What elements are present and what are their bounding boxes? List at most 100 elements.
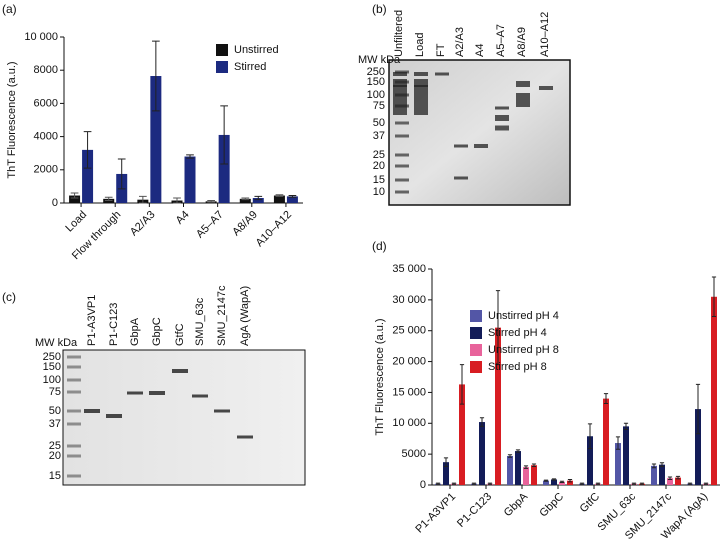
marker-label: 37 [373, 130, 385, 142]
error-bar [507, 454, 513, 458]
error-bar [220, 105, 228, 165]
ladder-band [395, 153, 409, 157]
error-bar [173, 197, 181, 204]
gel-band [454, 144, 468, 148]
legend-swatch [216, 61, 228, 73]
ladder-band [67, 378, 81, 382]
lane-label: SMU_2147c [216, 285, 228, 346]
x-tick-label: A10–A12 [254, 209, 294, 249]
error-bar [695, 383, 701, 435]
legend-swatch [470, 310, 482, 322]
bar [495, 327, 501, 485]
y-tick-label: 2000 [34, 164, 58, 176]
gel-band [495, 125, 509, 131]
lane-label: GbpC [151, 317, 163, 346]
legend-swatch [216, 44, 228, 56]
bar [659, 464, 665, 485]
bar [651, 465, 657, 485]
y-tick-label: 5000 [402, 448, 426, 460]
error-bar [83, 131, 92, 169]
x-tick-label: GtfC [578, 491, 603, 516]
error-bar [567, 478, 573, 483]
marker-label: 20 [373, 160, 385, 172]
error-bar [703, 482, 709, 485]
y-tick-label: 35 000 [392, 263, 426, 275]
gel-band [172, 369, 188, 373]
panel-label: (b) [372, 2, 387, 16]
bar [667, 478, 673, 485]
marker-label: 100 [367, 89, 385, 101]
ladder-band [67, 390, 81, 394]
bar [695, 409, 701, 485]
error-bar [435, 482, 441, 485]
error-bar [675, 475, 681, 480]
bar [252, 198, 264, 203]
bar [711, 296, 717, 485]
error-bar [459, 364, 465, 405]
bar [443, 462, 449, 485]
bar [603, 398, 609, 485]
legend-label: Unstirred pH 4 [488, 310, 559, 322]
error-bar [207, 200, 215, 203]
y-tick-label: 8000 [34, 64, 58, 76]
lane-label: A5–A7 [495, 24, 507, 57]
lane-label: A10–A12 [539, 12, 551, 57]
x-tick-label: A8/A9 [230, 209, 260, 239]
y-tick-label: 20 000 [392, 355, 426, 367]
marker-label: 100 [43, 374, 61, 386]
x-tick-label: A4 [174, 209, 192, 227]
marker-label: 50 [373, 117, 385, 129]
y-tick-label: 10 000 [24, 31, 58, 43]
ladder-band [67, 474, 81, 478]
ladder-band [67, 454, 81, 458]
error-bar [288, 195, 297, 198]
axis-label: MW kDa [35, 337, 78, 349]
x-tick-label: Load [63, 209, 89, 235]
error-bar [515, 449, 521, 453]
gel-band [106, 414, 122, 418]
ladder-band [395, 121, 409, 125]
error-bar [241, 197, 250, 201]
x-tick-label: GbpC [537, 491, 566, 520]
ladder-band [67, 365, 81, 369]
error-bar [186, 154, 194, 159]
x-tick-label: P1-C123 [455, 491, 494, 530]
gel-band [474, 144, 488, 148]
lane-label: A8/A9 [516, 27, 528, 57]
error-bar [603, 393, 609, 405]
lane-label: A4 [474, 44, 486, 57]
y-tick-label: 4000 [34, 131, 58, 143]
bar [239, 198, 251, 203]
marker-label: 250 [43, 351, 61, 363]
bar [515, 451, 521, 485]
error-bar [551, 478, 557, 481]
bar [184, 156, 196, 203]
ladder-band [67, 422, 81, 426]
lane-label: GtfC [174, 323, 186, 346]
marker-label: 75 [373, 100, 385, 112]
gel-band [127, 391, 143, 395]
bar [69, 195, 81, 203]
y-tick-label: 25 000 [392, 325, 426, 337]
error-bar [531, 463, 537, 467]
y-tick-label: 0 [52, 197, 58, 209]
marker-label: 10 [373, 186, 385, 198]
error-bar [104, 196, 113, 202]
error-bar [139, 195, 147, 204]
bar [675, 477, 681, 485]
ladder-band [395, 178, 409, 182]
bar [623, 426, 629, 485]
gel-band [192, 394, 208, 398]
axis-label: MW kDa [358, 54, 401, 66]
y-tick-label: 6000 [34, 97, 58, 109]
error-bar [523, 465, 529, 469]
bar [82, 149, 94, 203]
error-bar [487, 482, 493, 485]
legend-swatch [470, 327, 482, 339]
y-tick-label: 10 000 [392, 417, 426, 429]
ladder-band [67, 444, 81, 448]
gel-band [393, 79, 407, 87]
bar [150, 76, 162, 203]
error-bar [615, 436, 621, 450]
gel-band [435, 72, 449, 76]
